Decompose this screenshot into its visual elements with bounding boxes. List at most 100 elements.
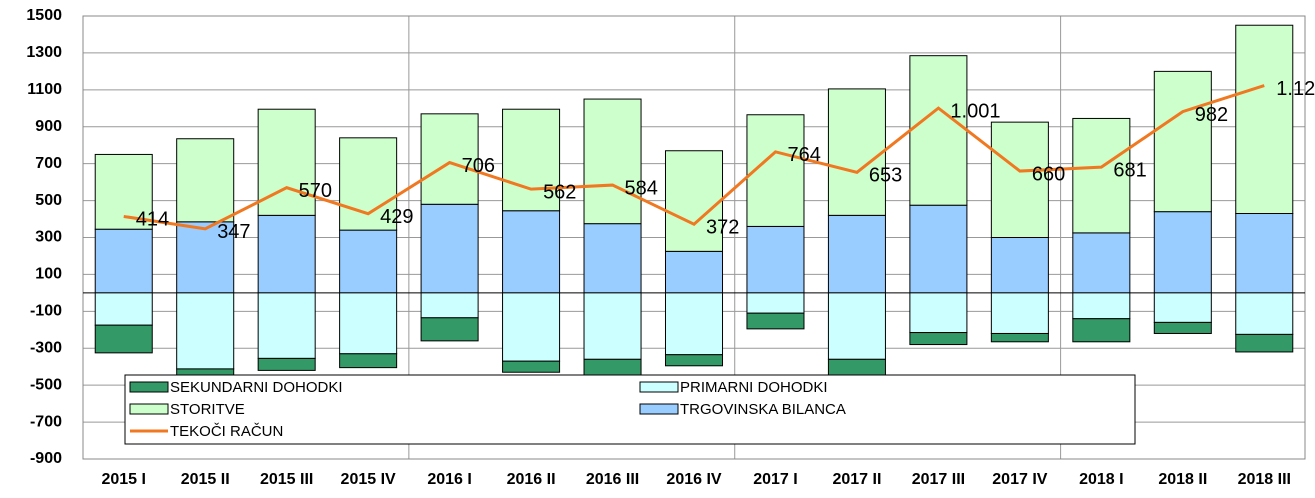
bar [94, 324, 153, 354]
legend-swatch [129, 403, 169, 415]
bar [420, 113, 479, 205]
bar [664, 292, 724, 356]
bar [1153, 292, 1212, 323]
x-tick-label: 2016 III [586, 471, 639, 488]
x-tick-label: 2015 III [260, 471, 313, 488]
y-tick-label: -100 [30, 303, 62, 320]
x-tick-label: 2016 II [507, 471, 556, 488]
x-tick-label: 2017 II [832, 471, 881, 488]
bar [746, 292, 805, 314]
bar [583, 223, 642, 294]
y-tick-label: -700 [30, 413, 62, 430]
data-label: 681 [1113, 159, 1146, 181]
data-label: 706 [462, 155, 495, 177]
bar [257, 292, 316, 359]
data-label: 982 [1195, 104, 1228, 126]
y-tick-label: 100 [35, 266, 62, 283]
bar [1235, 213, 1294, 294]
data-label: 562 [543, 181, 576, 203]
bar [420, 317, 479, 342]
y-tick-label: 300 [35, 229, 62, 246]
legend-swatch [639, 403, 679, 415]
bar [420, 203, 479, 294]
legend-label: SEKUNDARNI DOHODKI [170, 379, 343, 396]
data-label: 653 [869, 165, 902, 187]
data-label: 414 [136, 209, 169, 231]
x-tick-label: 2015 II [181, 471, 230, 488]
y-tick-label: 1100 [27, 81, 62, 98]
bar [664, 354, 724, 367]
bar [583, 292, 642, 360]
bar [257, 357, 316, 371]
x-tick-label: 2017 IV [992, 471, 1047, 488]
x-tick-label: 2017 III [912, 471, 965, 488]
data-label: 1.001 [950, 100, 1000, 122]
bar [827, 358, 886, 377]
bar [583, 98, 642, 225]
bar [990, 292, 1049, 334]
y-tick-label: -900 [30, 450, 62, 467]
bar [1072, 292, 1131, 320]
bar [257, 214, 316, 294]
x-tick-label: 2018 II [1158, 471, 1207, 488]
bar [990, 332, 1049, 343]
bar [176, 292, 235, 370]
y-tick-label: 700 [35, 155, 62, 172]
bar [1235, 333, 1294, 353]
bar [1072, 318, 1131, 343]
legend-swatch [639, 381, 679, 393]
bar [94, 228, 153, 294]
bar [909, 55, 968, 206]
bar [664, 150, 724, 252]
y-tick-label: 1300 [26, 44, 62, 61]
x-tick-label: 2018 III [1238, 471, 1291, 488]
bar [502, 360, 561, 373]
bar [1235, 292, 1294, 335]
legend-swatch [129, 381, 169, 393]
bar [502, 292, 561, 362]
bar [1153, 70, 1212, 213]
data-label: 660 [1032, 163, 1065, 185]
data-label: 764 [787, 144, 820, 166]
bar [1235, 24, 1294, 215]
x-tick-label: 2018 I [1079, 471, 1123, 488]
legend-label: TRGOVINSKA BILANCA [680, 401, 846, 418]
bar [827, 214, 886, 294]
data-label: 570 [299, 180, 332, 202]
bar [1072, 117, 1131, 234]
bar [502, 108, 561, 212]
bar [502, 210, 561, 294]
bar [1153, 211, 1212, 294]
bar [746, 225, 805, 294]
bar [176, 221, 235, 294]
bar [909, 204, 968, 294]
bar [420, 292, 479, 319]
x-tick-label: 2017 I [753, 471, 797, 488]
bar [176, 138, 235, 223]
y-tick-label: -300 [30, 339, 62, 356]
x-tick-label: 2016 IV [666, 471, 721, 488]
bar [664, 250, 724, 294]
x-tick-label: 2015 I [101, 471, 145, 488]
plot-frame [82, 15, 1306, 460]
data-label: 347 [217, 221, 250, 243]
bar [827, 292, 886, 360]
bar [94, 292, 153, 326]
bar [990, 121, 1049, 238]
data-label: 429 [380, 206, 413, 228]
bar [746, 312, 805, 330]
bar [990, 237, 1049, 294]
y-tick-label: 500 [35, 192, 62, 209]
data-label: 372 [706, 216, 739, 238]
x-tick-label: 2015 IV [341, 471, 396, 488]
data-label: 1.123 [1276, 78, 1315, 100]
legend-box [124, 374, 1136, 445]
x-tick-label: 2016 I [427, 471, 471, 488]
legend-label: TEKOČI RAČUN [170, 423, 283, 440]
y-tick-label: -500 [30, 376, 62, 393]
bar [339, 353, 398, 369]
bar [339, 229, 398, 294]
legend-label: STORITVE [170, 401, 245, 418]
bar [827, 88, 886, 216]
